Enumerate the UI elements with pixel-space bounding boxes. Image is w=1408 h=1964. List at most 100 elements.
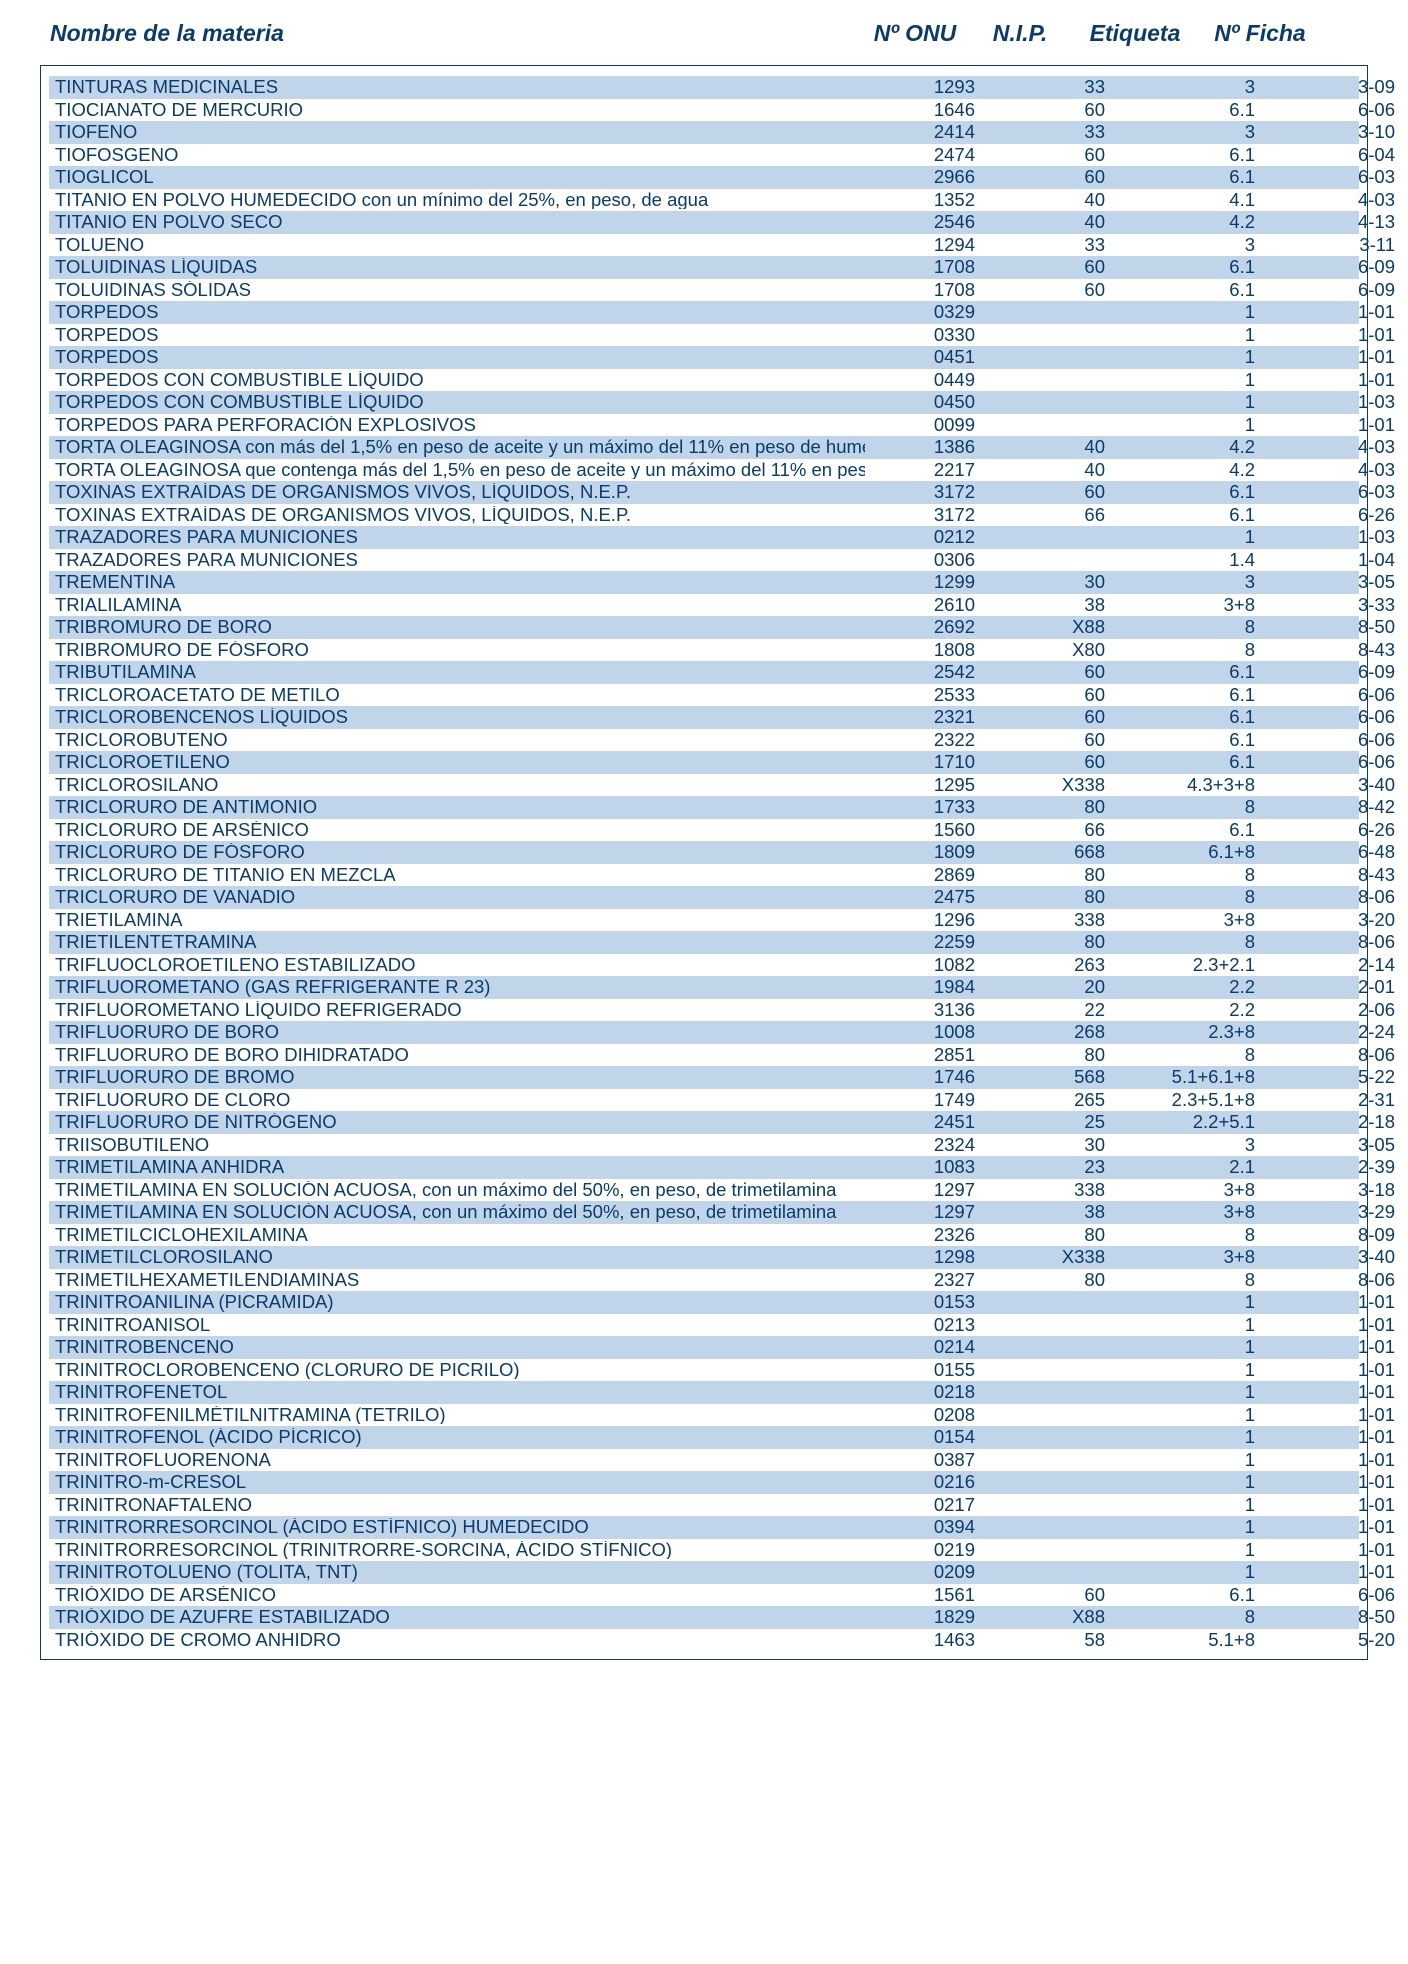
cell-etiqueta: 4.2 — [1125, 213, 1275, 232]
cell-onu: 1297 — [865, 1181, 1005, 1200]
cell-nip — [1005, 551, 1125, 570]
cell-onu: 2414 — [865, 123, 1005, 142]
cell-etiqueta: 2.1 — [1125, 1158, 1275, 1177]
cell-nip: 568 — [1005, 1068, 1125, 1087]
cell-etiqueta: 2.2 — [1125, 978, 1275, 997]
cell-onu: 2217 — [865, 461, 1005, 480]
table-row: TRIMETILCLOROSILANO1298X3383+83-40 — [49, 1246, 1359, 1269]
cell-nombre: TRIMETILCLOROSILANO — [49, 1248, 865, 1267]
cell-nombre: TRINITROFENOL (ÁCIDO PÍCRICO) — [49, 1428, 865, 1447]
cell-onu: 0216 — [865, 1473, 1005, 1492]
table-row: TORPEDOS PARA PERFORACIÓN EXPLOSIVOS0099… — [49, 414, 1359, 437]
cell-nombre: TRAZADORES PARA MUNICIONES — [49, 528, 865, 547]
cell-etiqueta: 1 — [1125, 1518, 1275, 1537]
cell-onu: 1561 — [865, 1586, 1005, 1605]
cell-onu: 0213 — [865, 1316, 1005, 1335]
cell-etiqueta: 3+8 — [1125, 1181, 1275, 1200]
cell-onu: 2546 — [865, 213, 1005, 232]
cell-ficha: 3-40 — [1275, 1248, 1408, 1267]
cell-etiqueta: 1.4 — [1125, 551, 1275, 570]
cell-ficha: 2-01 — [1275, 978, 1408, 997]
cell-onu: 1733 — [865, 798, 1005, 817]
cell-nip: 263 — [1005, 956, 1125, 975]
cell-nip — [1005, 1451, 1125, 1470]
cell-nombre: TRICLOROACETATO DE METILO — [49, 686, 865, 705]
cell-etiqueta: 1 — [1125, 1428, 1275, 1447]
cell-nombre: TRICLORURO DE ARSÉNICO — [49, 821, 865, 840]
cell-onu: 0099 — [865, 416, 1005, 435]
cell-nombre: TRINITROCLOROBENCENO (CLORURO DE PICRILO… — [49, 1361, 865, 1380]
cell-onu: 1386 — [865, 438, 1005, 457]
table-row: TRIMETILHEXAMETILENDIAMINAS23278088-06 — [49, 1269, 1359, 1292]
cell-nombre: TRIFLUOCLOROETILENO ESTABILIZADO — [49, 956, 865, 975]
cell-etiqueta: 1 — [1125, 1361, 1275, 1380]
cell-nombre: TORPEDOS — [49, 303, 865, 322]
cell-ficha: 1-04 — [1275, 551, 1408, 570]
cell-ficha: 1-01 — [1275, 371, 1408, 390]
cell-onu: 1749 — [865, 1091, 1005, 1110]
cell-ficha: 1-01 — [1275, 1496, 1408, 1515]
cell-etiqueta: 1 — [1125, 416, 1275, 435]
cell-etiqueta: 8 — [1125, 866, 1275, 885]
cell-etiqueta: 6.1 — [1125, 146, 1275, 165]
cell-ficha: 3-09 — [1275, 78, 1408, 97]
table-row: TRIFLUORURO DE CLORO17492652.3+5.1+82-31 — [49, 1089, 1359, 1112]
cell-nombre: TRINITROANILINA (PICRAMIDA) — [49, 1293, 865, 1312]
cell-nip: X80 — [1005, 641, 1125, 660]
cell-ficha: 1-01 — [1275, 1338, 1408, 1357]
table-row: TRINITROFENILMÉTILNITRAMINA (TETRILO)020… — [49, 1404, 1359, 1427]
cell-onu: 0306 — [865, 551, 1005, 570]
cell-ficha: 1-01 — [1275, 1361, 1408, 1380]
cell-ficha: 4-03 — [1275, 191, 1408, 210]
cell-ficha: 2-39 — [1275, 1158, 1408, 1177]
cell-onu: 0217 — [865, 1496, 1005, 1515]
cell-ficha: 1-01 — [1275, 1563, 1408, 1582]
cell-nip — [1005, 1473, 1125, 1492]
table-row: TORPEDOS032911-01 — [49, 301, 1359, 324]
cell-nip: 22 — [1005, 1001, 1125, 1020]
cell-nombre: TRIÓXIDO DE ARSÉNICO — [49, 1586, 865, 1605]
table-row: TORPEDOS CON COMBUSTIBLE LÍQUIDO045011-0… — [49, 391, 1359, 414]
cell-nombre: TRIFLUOROMETANO LÍQUIDO REFRIGERADO — [49, 1001, 865, 1020]
cell-ficha: 4-13 — [1275, 213, 1408, 232]
table-row: TORPEDOS033011-01 — [49, 324, 1359, 347]
cell-nip — [1005, 348, 1125, 367]
cell-etiqueta: 1 — [1125, 1473, 1275, 1492]
cell-ficha: 2-06 — [1275, 1001, 1408, 1020]
cell-ficha: 2-31 — [1275, 1091, 1408, 1110]
table-row: TORTA OLEAGINOSA que contenga más del 1,… — [49, 459, 1359, 482]
cell-nombre: TRIISOBUTILENO — [49, 1136, 865, 1155]
cell-nip — [1005, 371, 1125, 390]
table-frame: TINTURAS MEDICINALES12933333-09TIOCIANAT… — [40, 65, 1368, 1660]
cell-etiqueta: 6.1 — [1125, 258, 1275, 277]
cell-nombre: TIOFENO — [49, 123, 865, 142]
cell-etiqueta: 8 — [1125, 1608, 1275, 1627]
table-row: TRICLORURO DE ARSÉNICO1560666.16-26 — [49, 819, 1359, 842]
table-row: TRINITROBENCENO021411-01 — [49, 1336, 1359, 1359]
cell-nip — [1005, 303, 1125, 322]
cell-ficha: 3-20 — [1275, 911, 1408, 930]
table-row: TRIBROMURO DE BORO2692X8888-50 — [49, 616, 1359, 639]
cell-onu: 3136 — [865, 1001, 1005, 1020]
cell-nip — [1005, 1428, 1125, 1447]
cell-onu: 0451 — [865, 348, 1005, 367]
cell-etiqueta: 4.2 — [1125, 461, 1275, 480]
table-row: TRIÓXIDO DE ARSÉNICO1561606.16-06 — [49, 1584, 1359, 1607]
cell-nip — [1005, 1383, 1125, 1402]
cell-ficha: 3-11 — [1275, 236, 1408, 255]
cell-onu: 2542 — [865, 663, 1005, 682]
cell-nip: 25 — [1005, 1113, 1125, 1132]
cell-nombre: TORTA OLEAGINOSA con más del 1,5% en pes… — [49, 438, 865, 457]
cell-nip: 268 — [1005, 1023, 1125, 1042]
cell-ficha: 8-50 — [1275, 618, 1408, 637]
cell-nip: 80 — [1005, 1226, 1125, 1245]
cell-etiqueta: 6.1 — [1125, 101, 1275, 120]
cell-etiqueta: 1 — [1125, 348, 1275, 367]
table-row: TOLUENO12943333-11 — [49, 234, 1359, 257]
cell-onu: 2327 — [865, 1271, 1005, 1290]
cell-ficha: 6-09 — [1275, 663, 1408, 682]
cell-nombre: TRINITROBENCENO — [49, 1338, 865, 1357]
header-onu: Nº ONU — [860, 20, 970, 47]
cell-etiqueta: 1 — [1125, 528, 1275, 547]
cell-etiqueta: 6.1 — [1125, 708, 1275, 727]
